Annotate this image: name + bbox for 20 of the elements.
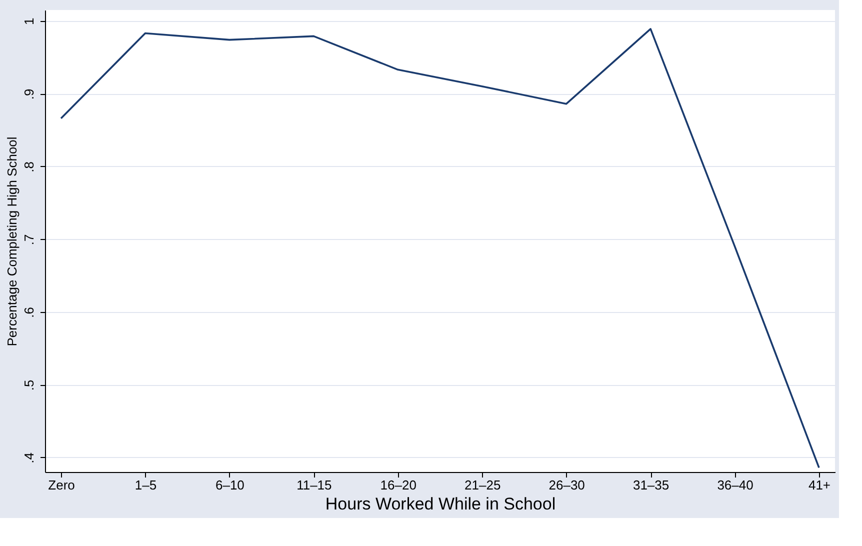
line-series (60, 28, 820, 469)
y-tick-label: .8 (22, 162, 36, 172)
y-tick-label: .9 (22, 88, 36, 100)
x-axis-title: Hours Worked While in School (325, 494, 556, 514)
y-tick-label: 1 (22, 18, 36, 26)
y-tick-label: .7 (22, 234, 36, 246)
x-tick-label: 16–20 (380, 478, 416, 492)
x-tick-label: 31–35 (632, 478, 670, 492)
x-tick-label: 6–10 (215, 478, 244, 492)
x-tick-label: 11–15 (296, 478, 332, 492)
x-tick-label: 36–40 (717, 478, 754, 492)
x-tick-label: Zero (48, 478, 75, 492)
y-tick-label: .5 (22, 380, 36, 391)
x-tick-label: 1–5 (134, 478, 157, 492)
x-tick-label: 41+ (808, 478, 831, 492)
y-tick-label: .4 (22, 452, 36, 464)
x-tick-label: 21–25 (464, 478, 501, 492)
y-axis-title: Percentage Completing High School (4, 136, 20, 346)
x-tick-label: 26–30 (548, 478, 585, 492)
y-tick-label: .6 (22, 307, 36, 318)
